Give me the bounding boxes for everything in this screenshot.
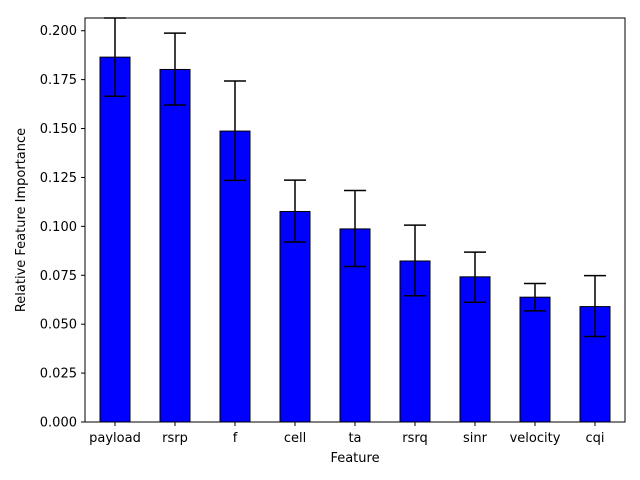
error-bar-velocity bbox=[524, 282, 546, 312]
bar-payload bbox=[99, 56, 131, 423]
x-tick-label-velocity: velocity bbox=[510, 431, 561, 446]
error-bar-rsrp bbox=[164, 32, 186, 106]
x-tick-label-rsrq: rsrq bbox=[402, 431, 428, 446]
y-tick-label: 0.200 bbox=[40, 24, 77, 39]
error-bar-sinr bbox=[464, 251, 486, 304]
x-tick-label-ta: ta bbox=[348, 431, 361, 446]
x-axis-label: Feature bbox=[330, 451, 379, 466]
bar-cell bbox=[279, 210, 311, 423]
bar-rsrp bbox=[159, 68, 191, 423]
y-axis-label: Relative Feature Importance bbox=[14, 128, 29, 312]
error-bars-group bbox=[104, 17, 606, 338]
x-axis-ticks: payload rsrp f cell ta rsrq sinr velocity cqi bbox=[89, 422, 605, 446]
error-bar-rsrq bbox=[404, 224, 426, 297]
y-tick-label: 0.150 bbox=[40, 122, 77, 137]
y-axis-ticks: 0.000 0.025 0.050 0.075 0.100 0.125 0.150 0.175… bbox=[40, 24, 85, 431]
y-tick-label: 0.025 bbox=[40, 367, 77, 382]
x-tick-label-sinr: sinr bbox=[463, 431, 488, 446]
error-bar-cell bbox=[284, 179, 306, 243]
y-tick-label: 0.050 bbox=[40, 318, 77, 333]
error-bar-ta bbox=[344, 189, 366, 268]
x-tick-label-payload: payload bbox=[89, 431, 141, 446]
y-tick-label: 0.000 bbox=[40, 416, 77, 431]
error-bar-f bbox=[224, 80, 246, 182]
x-tick-label-rsrp: rsrp bbox=[162, 431, 188, 446]
y-tick-label: 0.125 bbox=[40, 171, 77, 186]
y-tick-label: 0.100 bbox=[40, 220, 77, 235]
x-tick-label-cqi: cqi bbox=[585, 431, 604, 446]
y-tick-label: 0.075 bbox=[40, 269, 77, 284]
y-tick-label: 0.175 bbox=[40, 73, 77, 88]
x-tick-label-cell: cell bbox=[284, 431, 306, 446]
x-tick-label-f: f bbox=[233, 431, 238, 446]
error-bar-cqi bbox=[584, 274, 606, 338]
bar-velocity bbox=[519, 296, 551, 423]
